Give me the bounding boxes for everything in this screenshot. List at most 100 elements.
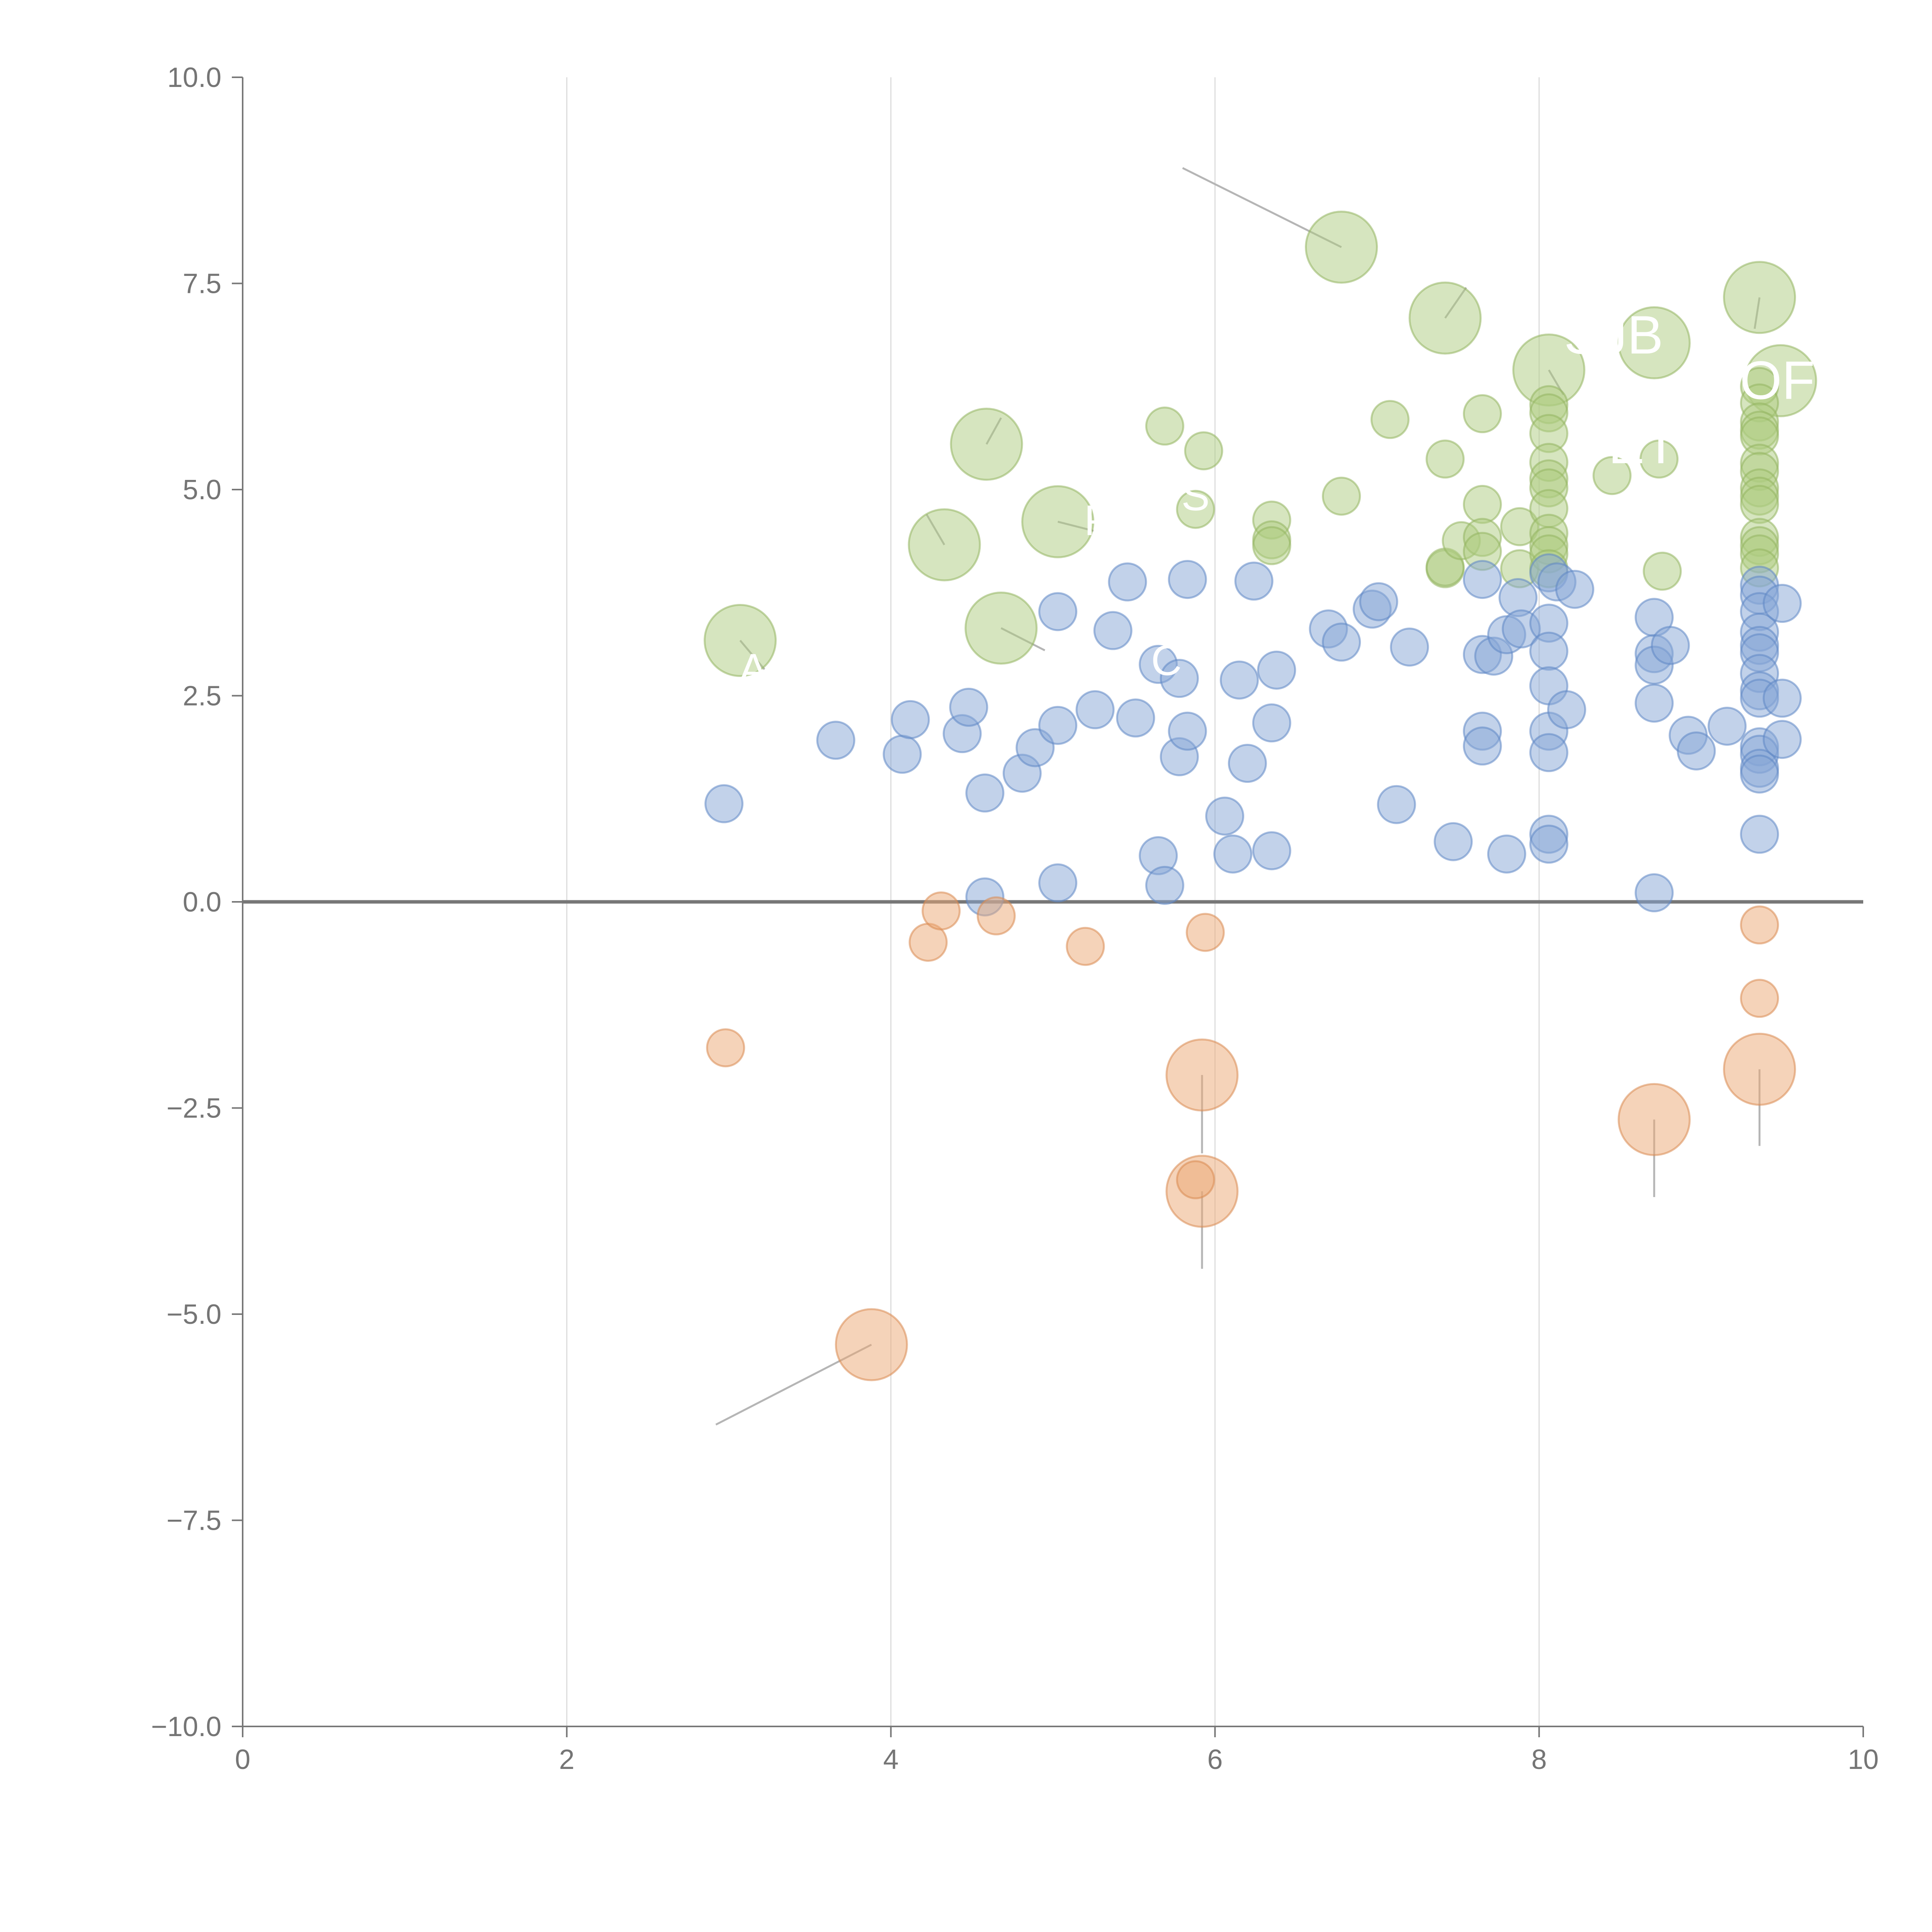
green-bubble (1425, 439, 1465, 479)
blue-bubble (891, 700, 930, 739)
green-bubble (1463, 485, 1502, 524)
green-bubble (1021, 485, 1095, 558)
blue-bubble (1252, 703, 1291, 743)
annotation-label: C (1151, 637, 1182, 684)
blue-bubble (1651, 626, 1690, 665)
blue-bubble (1762, 679, 1802, 718)
blue-bubble (704, 784, 744, 823)
orange-bubble (1066, 927, 1105, 966)
blue-bubble (1093, 611, 1133, 650)
y-tick-label: −2.5 (167, 1093, 221, 1124)
blue-bubble (1168, 560, 1207, 599)
blue-bubble (1257, 650, 1296, 690)
green-bubble (1740, 485, 1779, 524)
blue-bubble (1168, 711, 1207, 751)
green-bubble (908, 508, 981, 582)
blue-bubble (1145, 866, 1184, 905)
green-bubble (1408, 281, 1482, 355)
green-bubble (1322, 476, 1361, 516)
green-bubble (1592, 456, 1632, 495)
blue-bubble (1529, 825, 1568, 864)
y-tick-label: −5.0 (167, 1299, 221, 1330)
blue-bubble (1740, 815, 1779, 854)
blue-bubble (1038, 863, 1078, 903)
y-tick-label: 7.5 (183, 269, 221, 299)
blue-bubble (1377, 785, 1416, 824)
blue-bubble (1762, 583, 1802, 623)
blue-bubble (1160, 659, 1199, 698)
y-tick-label: 10.0 (167, 62, 221, 93)
annotation-label: P (1084, 497, 1112, 544)
blue-bubble (1359, 582, 1398, 621)
orange-bubble (1740, 979, 1779, 1018)
blue-bubble (1434, 822, 1473, 861)
blue-bubble (1529, 631, 1568, 671)
green-bubble (704, 604, 777, 677)
blue-bubble (949, 687, 988, 727)
blue-bubble (1634, 873, 1674, 913)
orange-bubble (1165, 1038, 1239, 1112)
green-bubble (964, 592, 1038, 665)
blue-bubble (1547, 690, 1586, 730)
annotation-label: A (739, 645, 767, 692)
green-bubble (1463, 394, 1502, 434)
blue-bubble (1762, 720, 1802, 759)
blue-bubble (1108, 562, 1147, 602)
blue-bubble (1740, 754, 1779, 794)
orange-bubble (1723, 1032, 1796, 1106)
blue-bubble (1116, 698, 1155, 738)
blue-bubble (965, 773, 1005, 813)
blue-bubble (1205, 796, 1245, 836)
green-bubble (1184, 431, 1223, 471)
green-bubble (950, 408, 1023, 481)
blue-bubble (1463, 726, 1502, 766)
y-tick-label: 2.5 (183, 681, 221, 712)
blue-bubble (1708, 706, 1747, 746)
y-tick-label: 5.0 (183, 474, 221, 505)
x-tick-label: 4 (883, 1744, 899, 1775)
y-tick-label: −7.5 (167, 1505, 221, 1536)
orange-bubble (835, 1308, 908, 1381)
bubbles (704, 211, 1817, 1381)
blue-bubble (1038, 706, 1078, 745)
blue-bubble (1390, 628, 1429, 667)
orange-bubble (1185, 913, 1225, 952)
blue-bubble (1075, 690, 1115, 730)
blue-bubble (1529, 733, 1568, 772)
orange-bubble (1176, 1160, 1215, 1199)
blue-bubble (1219, 660, 1259, 700)
x-tick-label: 8 (1531, 1744, 1547, 1775)
blue-bubble (1213, 834, 1253, 874)
blue-bubble (1677, 731, 1716, 770)
orange-bubble (1740, 905, 1779, 945)
green-bubble (1145, 406, 1184, 446)
green-bubble (1252, 526, 1291, 565)
green-bubble (1643, 551, 1682, 591)
blue-bubble (1228, 743, 1267, 783)
annotation-label: ET (1608, 414, 1677, 475)
green-bubble (1176, 490, 1215, 529)
x-tick-label: 2 (559, 1744, 575, 1775)
green-bubble (1617, 306, 1691, 379)
annotation-label: OF (1740, 350, 1815, 410)
blue-bubble (1038, 592, 1078, 631)
annotation-labels: SJB OF ET S P C A (739, 304, 1815, 693)
blue-bubble (1252, 831, 1291, 871)
green-bubble (1639, 439, 1679, 479)
green-bubble (1305, 211, 1378, 284)
x-tick-label: 6 (1207, 1744, 1223, 1775)
blue-bubble (1487, 834, 1526, 874)
blue-bubble (816, 721, 855, 760)
green-bubble (1370, 400, 1410, 439)
y-tick-label: 0.0 (183, 887, 221, 918)
orange-bubble (1617, 1083, 1691, 1156)
annotation-label: S (1181, 472, 1209, 519)
x-tick-label: 10 (1848, 1744, 1879, 1775)
green-bubble (1723, 261, 1796, 334)
blue-bubble (1463, 560, 1502, 599)
blue-bubble (1555, 570, 1594, 609)
blue-bubble (883, 735, 922, 774)
annotation-label: SJB (1564, 304, 1663, 365)
blue-bubble (1322, 622, 1361, 662)
